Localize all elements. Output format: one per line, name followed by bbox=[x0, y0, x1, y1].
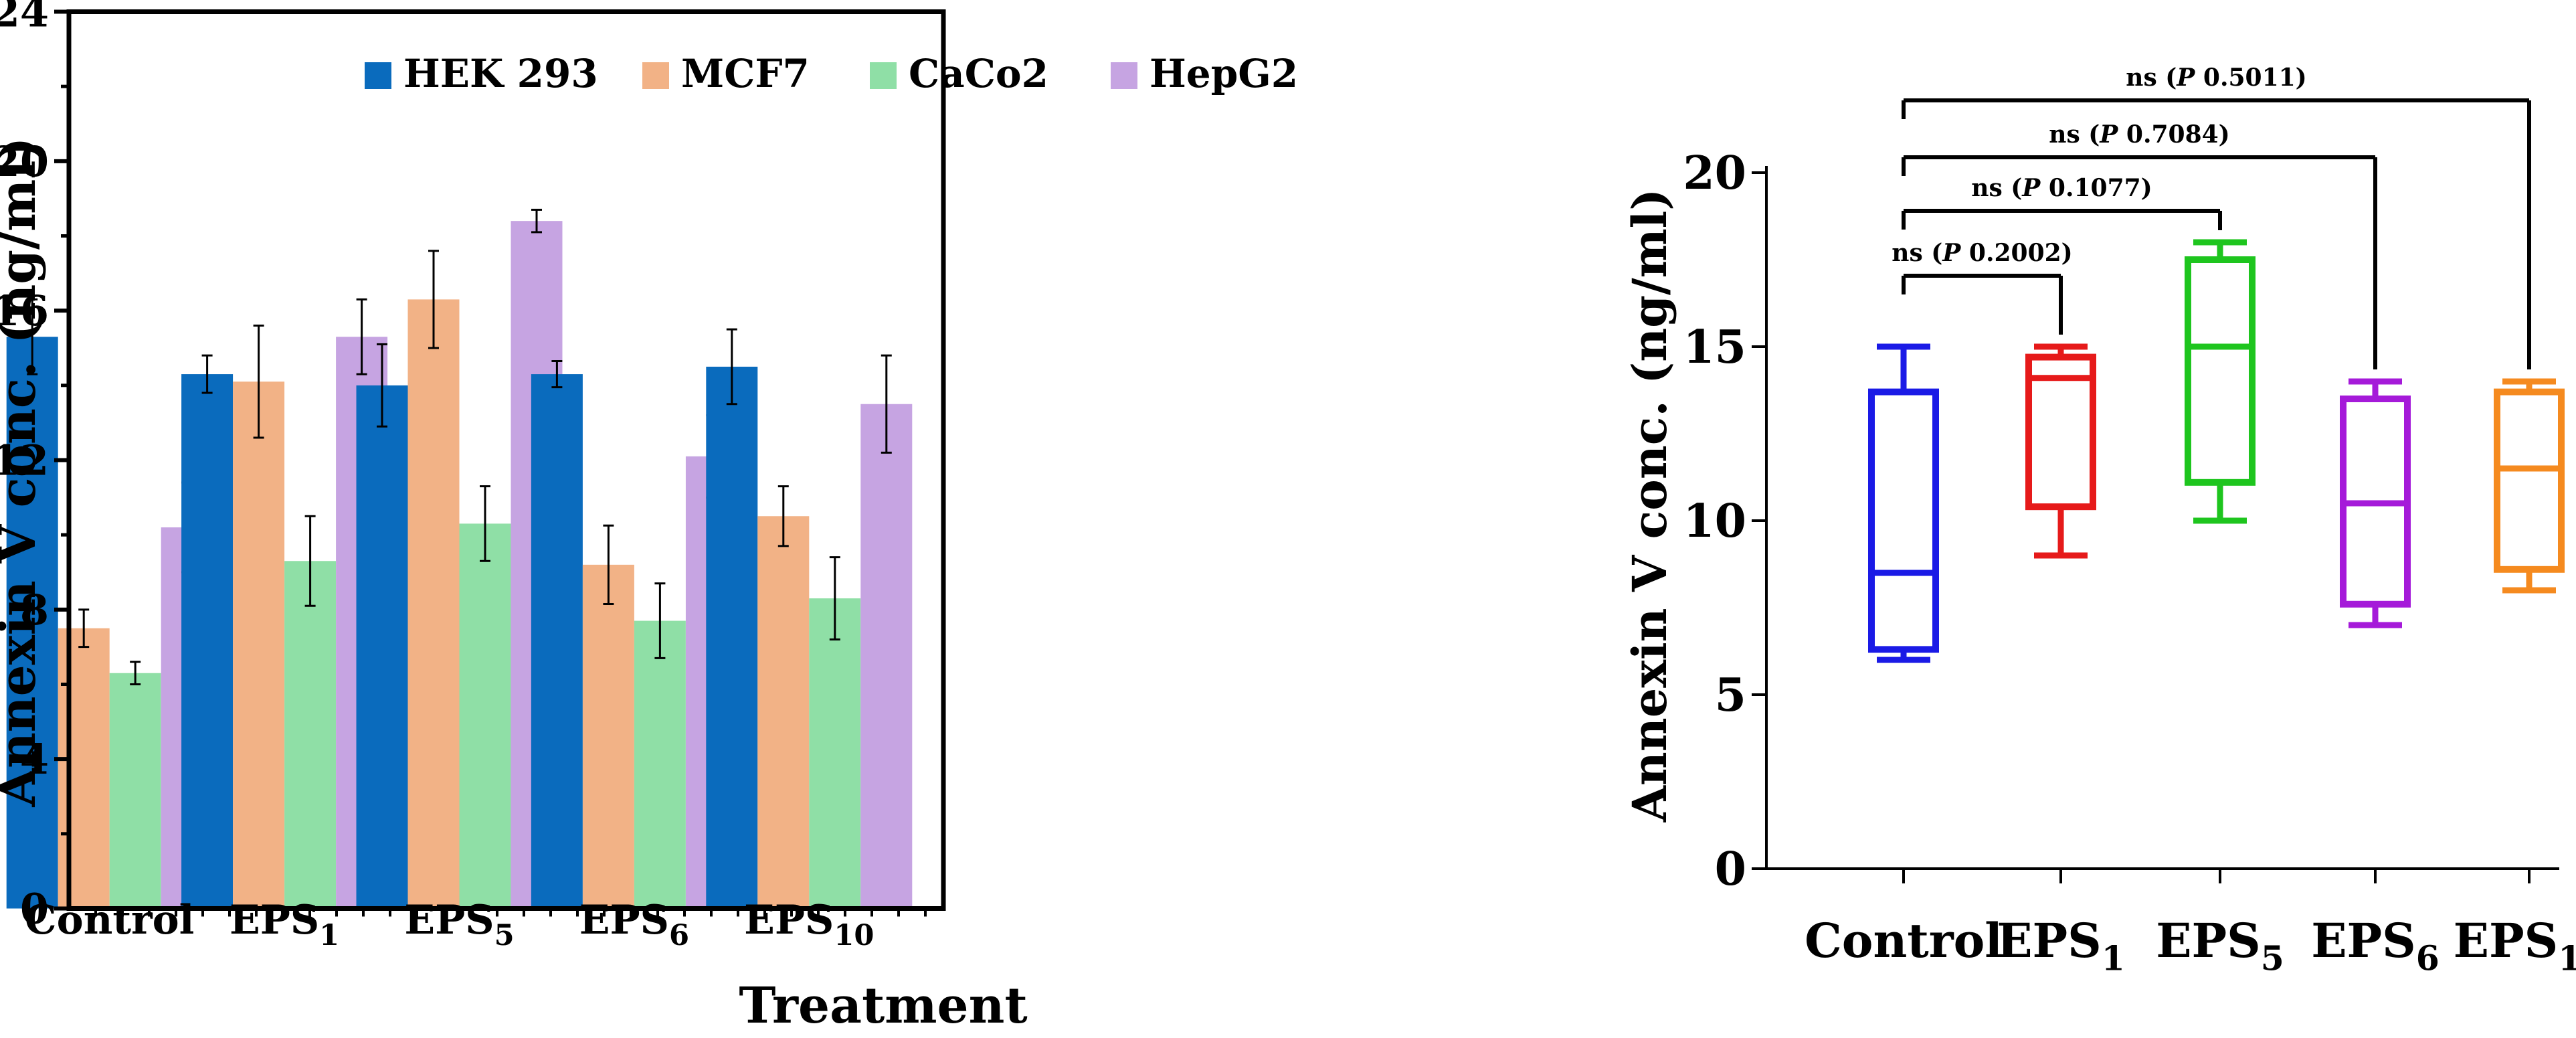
box-x-tick-label: EPS5 bbox=[2156, 913, 2284, 978]
legend-swatch bbox=[365, 62, 391, 89]
bar-x-tick-label: EPS5 bbox=[404, 897, 514, 952]
box-x-tick-label-subscript: 5 bbox=[2261, 939, 2284, 978]
bar bbox=[58, 628, 110, 909]
box-y-tick-label: 15 bbox=[1683, 321, 1746, 374]
box-x-tick-label: EPS6 bbox=[2311, 913, 2440, 978]
bar bbox=[531, 374, 583, 909]
box-plot-axes: 05101520ControlEPS1EPS5EPS6EPS10 bbox=[1683, 147, 2576, 978]
legend-label: CaCo2 bbox=[909, 51, 1048, 96]
legend-label: MCF7 bbox=[681, 51, 810, 96]
bracket-label-value: 0.1077) bbox=[2040, 174, 2152, 202]
box-x-tick-label-base: EPS bbox=[2454, 913, 2559, 968]
bar-x-tick-label: Control bbox=[25, 897, 195, 944]
bar bbox=[181, 374, 234, 909]
box-plot-panel: 05101520ControlEPS1EPS5EPS6EPS10 ns (P 0… bbox=[1622, 64, 2576, 978]
legend-label: HepG2 bbox=[1149, 51, 1298, 96]
bar-x-tick-label-base: EPS bbox=[579, 897, 669, 944]
bracket-label-value: 0.2002) bbox=[1960, 239, 2072, 267]
box-y-tick-label: 0 bbox=[1715, 843, 1746, 896]
bar-y-tick-label: 16 bbox=[0, 286, 49, 335]
bar-x-tick-label: EPS1 bbox=[229, 897, 339, 952]
bar bbox=[407, 299, 460, 909]
legend-swatch bbox=[642, 62, 669, 89]
bar bbox=[634, 620, 686, 909]
bracket-label: ns (P 0.7084) bbox=[2049, 120, 2229, 149]
bar-x-tick-label-subscript: 10 bbox=[834, 918, 874, 952]
box-x-tick-label-subscript: 10 bbox=[2558, 939, 2576, 978]
bar-chart-legend: HEK 293 MCF7 CaCo2 HepG2 bbox=[365, 51, 1298, 96]
box-y-tick-label: 10 bbox=[1683, 495, 1746, 548]
bar bbox=[284, 561, 337, 909]
legend-swatch bbox=[1111, 62, 1137, 89]
bracket-label-value: 0.5011) bbox=[2195, 64, 2306, 92]
box-x-tick-label-base: Control bbox=[1805, 913, 2003, 968]
bar bbox=[809, 598, 861, 909]
legend-label: HEK 293 bbox=[403, 51, 598, 96]
bar-y-tick-label: 8 bbox=[20, 586, 49, 634]
box-plot-significance-brackets: ns (P 0.2002)ns (P 0.1077)ns (P 0.7084)n… bbox=[1892, 64, 2531, 369]
box-x-tick-label: Control bbox=[1805, 913, 2003, 968]
bracket-label-ns: ns ( bbox=[2126, 64, 2177, 92]
bracket-label-ns: ns ( bbox=[1971, 174, 2022, 202]
bar-x-tick-label-base: EPS bbox=[744, 897, 834, 944]
bar bbox=[6, 337, 58, 909]
box-plot-y-axis-label: Annexin V conc. (ng/ml) bbox=[1622, 189, 1677, 823]
bracket-label-p: P bbox=[2176, 64, 2195, 92]
bar bbox=[706, 366, 758, 909]
bracket-label-p: P bbox=[2021, 174, 2041, 202]
bar-x-tick-label-base: EPS bbox=[229, 897, 319, 944]
box-x-tick-label: EPS10 bbox=[2454, 913, 2576, 978]
box-x-tick-label-base: EPS bbox=[2156, 913, 2261, 968]
bracket-label: ns (P 0.2002) bbox=[1892, 239, 2072, 267]
bracket-label-p: P bbox=[2099, 120, 2118, 149]
bar-y-tick-label: 0 bbox=[20, 885, 49, 934]
bar-y-tick-label: 4 bbox=[20, 735, 49, 784]
bar bbox=[860, 404, 913, 909]
box-x-tick-label-base: EPS bbox=[2311, 913, 2416, 968]
bar bbox=[233, 381, 285, 909]
bar bbox=[459, 523, 511, 909]
box-iqr bbox=[2185, 256, 2256, 486]
bar-x-tick-label-subscript: 5 bbox=[494, 918, 515, 952]
box-y-tick-label: 20 bbox=[1683, 147, 1746, 200]
bracket-label-value: 0.7084) bbox=[2118, 120, 2229, 149]
bar-y-tick-label: 20 bbox=[0, 137, 49, 186]
bar-x-tick-label-subscript: 6 bbox=[669, 918, 689, 952]
bar-y-tick-label: 24 bbox=[0, 0, 49, 37]
bracket-label-ns: ns ( bbox=[2049, 120, 2100, 149]
bracket-label: ns (P 0.5011) bbox=[2126, 64, 2306, 92]
box-x-tick-label-subscript: 1 bbox=[2102, 939, 2125, 978]
box-x-tick-label-subscript: 6 bbox=[2416, 939, 2440, 978]
box-x-tick-label-base: EPS bbox=[1997, 913, 2102, 968]
bar bbox=[757, 516, 810, 909]
box-iqr bbox=[2494, 388, 2565, 573]
bar bbox=[109, 673, 161, 909]
bar bbox=[356, 385, 408, 909]
bar-x-tick-label-subscript: 1 bbox=[319, 918, 339, 952]
box-iqr bbox=[1868, 388, 1939, 653]
box-iqr bbox=[2025, 353, 2096, 511]
bracket-label: ns (P 0.1077) bbox=[1971, 174, 2152, 202]
bar-chart-y-axis-label: Annexin V conc. (ng/ml) bbox=[0, 137, 47, 808]
bracket-label-p: P bbox=[1942, 239, 1961, 267]
bar bbox=[582, 564, 634, 909]
bar-chart-marks bbox=[6, 208, 913, 909]
bar-chart-x-axis-label: Treatment bbox=[739, 977, 1027, 1035]
bar-x-tick-label-base: EPS bbox=[404, 897, 494, 944]
box-plot-marks bbox=[1868, 239, 2565, 663]
bar-x-tick-label: EPS6 bbox=[579, 897, 689, 952]
legend-swatch bbox=[870, 62, 897, 89]
bracket-label-ns: ns ( bbox=[1892, 239, 1942, 267]
bar-x-tick-label-base: Control bbox=[25, 897, 195, 944]
box-x-tick-label: EPS1 bbox=[1997, 913, 2125, 978]
box-y-tick-label: 5 bbox=[1715, 669, 1746, 722]
bar-x-tick-label: EPS10 bbox=[744, 897, 874, 952]
bar-y-tick-label: 12 bbox=[0, 436, 49, 485]
